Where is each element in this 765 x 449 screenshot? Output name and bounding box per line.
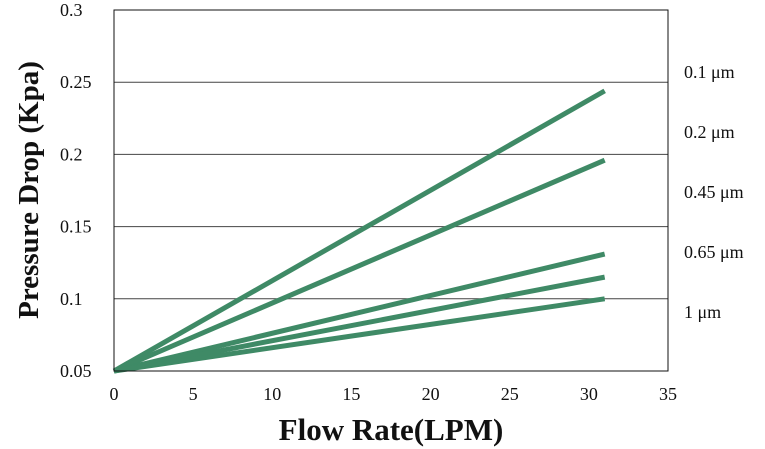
series-line	[112, 88, 606, 374]
series-line	[113, 296, 606, 374]
series-label: 0.45 μm	[684, 182, 744, 202]
series-line	[113, 251, 606, 374]
y-tick-label: 0.05	[60, 361, 92, 381]
x-tick-label: 30	[580, 384, 598, 404]
y-tick-label: 0.15	[60, 217, 92, 237]
y-tick-labels: 0.3 0.25 0.2 0.15 0.1 0.05	[60, 0, 92, 381]
series-layer	[112, 88, 606, 374]
series-label: 0.1 μm	[684, 62, 735, 82]
x-tick-label: 20	[422, 384, 440, 404]
y-tick-label: 0.2	[60, 144, 83, 164]
x-tick-label: 25	[501, 384, 519, 404]
x-tick-label: 0	[110, 384, 119, 404]
x-tick-label: 10	[263, 384, 281, 404]
series-label: 1 μm	[684, 302, 721, 322]
x-tick-label: 5	[189, 384, 198, 404]
y-tick-label: 0.3	[60, 0, 83, 20]
x-axis-title: Flow Rate(LPM)	[279, 412, 504, 447]
series-label: 0.65 μm	[684, 242, 744, 262]
y-tick-label: 0.25	[60, 72, 92, 92]
series-label: 0.2 μm	[684, 122, 735, 142]
grid-layer	[114, 81, 668, 300]
y-axis-title: Pressure Drop (Kpa)	[13, 61, 45, 319]
x-tick-label: 35	[659, 384, 677, 404]
plot-frame	[113, 9, 669, 372]
y-tick-label: 0.1	[60, 289, 83, 309]
x-tick-labels: 0 5 10 15 20 25 30 35	[110, 384, 678, 404]
series-labels: 0.1 μm 0.2 μm 0.45 μm 0.65 μm 1 μm	[684, 62, 744, 322]
series-line	[113, 274, 606, 374]
series-line	[113, 157, 606, 374]
x-tick-label: 15	[342, 384, 360, 404]
